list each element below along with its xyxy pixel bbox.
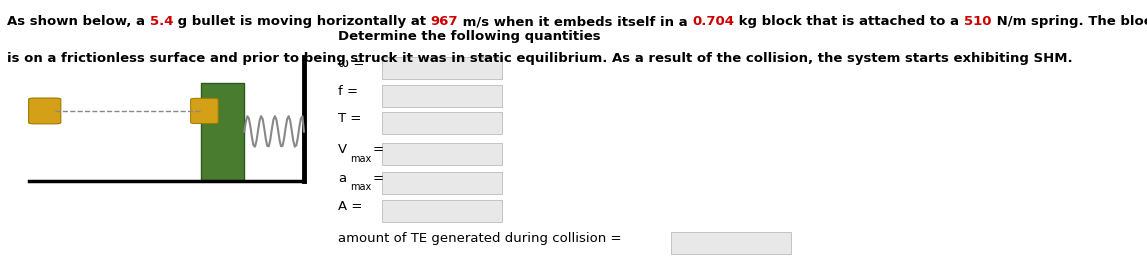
- Bar: [382, 112, 502, 134]
- Text: is on a frictionless surface and prior to being struck it was in static equilibr: is on a frictionless surface and prior t…: [7, 52, 1072, 64]
- Text: Determine the following quantities: Determine the following quantities: [338, 30, 601, 43]
- Text: 5.4: 5.4: [149, 15, 173, 28]
- Text: kg block that is attached to a: kg block that is attached to a: [734, 15, 963, 28]
- Text: A =: A =: [338, 200, 362, 213]
- Text: m/s when it embeds itself in a: m/s when it embeds itself in a: [458, 15, 693, 28]
- Text: T =: T =: [338, 112, 361, 125]
- Bar: [201, 83, 244, 181]
- Text: max: max: [350, 154, 372, 164]
- Bar: [382, 57, 502, 79]
- Text: =: =: [373, 143, 384, 156]
- Text: As shown below, a: As shown below, a: [7, 15, 149, 28]
- Bar: [671, 232, 791, 254]
- Text: g bullet is moving horizontally at: g bullet is moving horizontally at: [173, 15, 430, 28]
- Text: a: a: [338, 172, 346, 184]
- Text: =: =: [373, 172, 384, 184]
- Text: 510: 510: [963, 15, 991, 28]
- Text: f =: f =: [338, 85, 358, 98]
- Text: ω =: ω =: [338, 57, 365, 70]
- Text: N/m spring. The block: N/m spring. The block: [991, 15, 1147, 28]
- Bar: [382, 85, 502, 107]
- FancyBboxPatch shape: [190, 98, 218, 124]
- Text: amount of TE generated during collision =: amount of TE generated during collision …: [338, 232, 622, 245]
- FancyBboxPatch shape: [29, 98, 61, 124]
- Bar: [382, 143, 502, 165]
- Text: max: max: [350, 182, 372, 192]
- Bar: [382, 200, 502, 222]
- Text: 0.704: 0.704: [693, 15, 734, 28]
- Text: 967: 967: [430, 15, 458, 28]
- Bar: [382, 172, 502, 194]
- Text: V: V: [338, 143, 348, 156]
